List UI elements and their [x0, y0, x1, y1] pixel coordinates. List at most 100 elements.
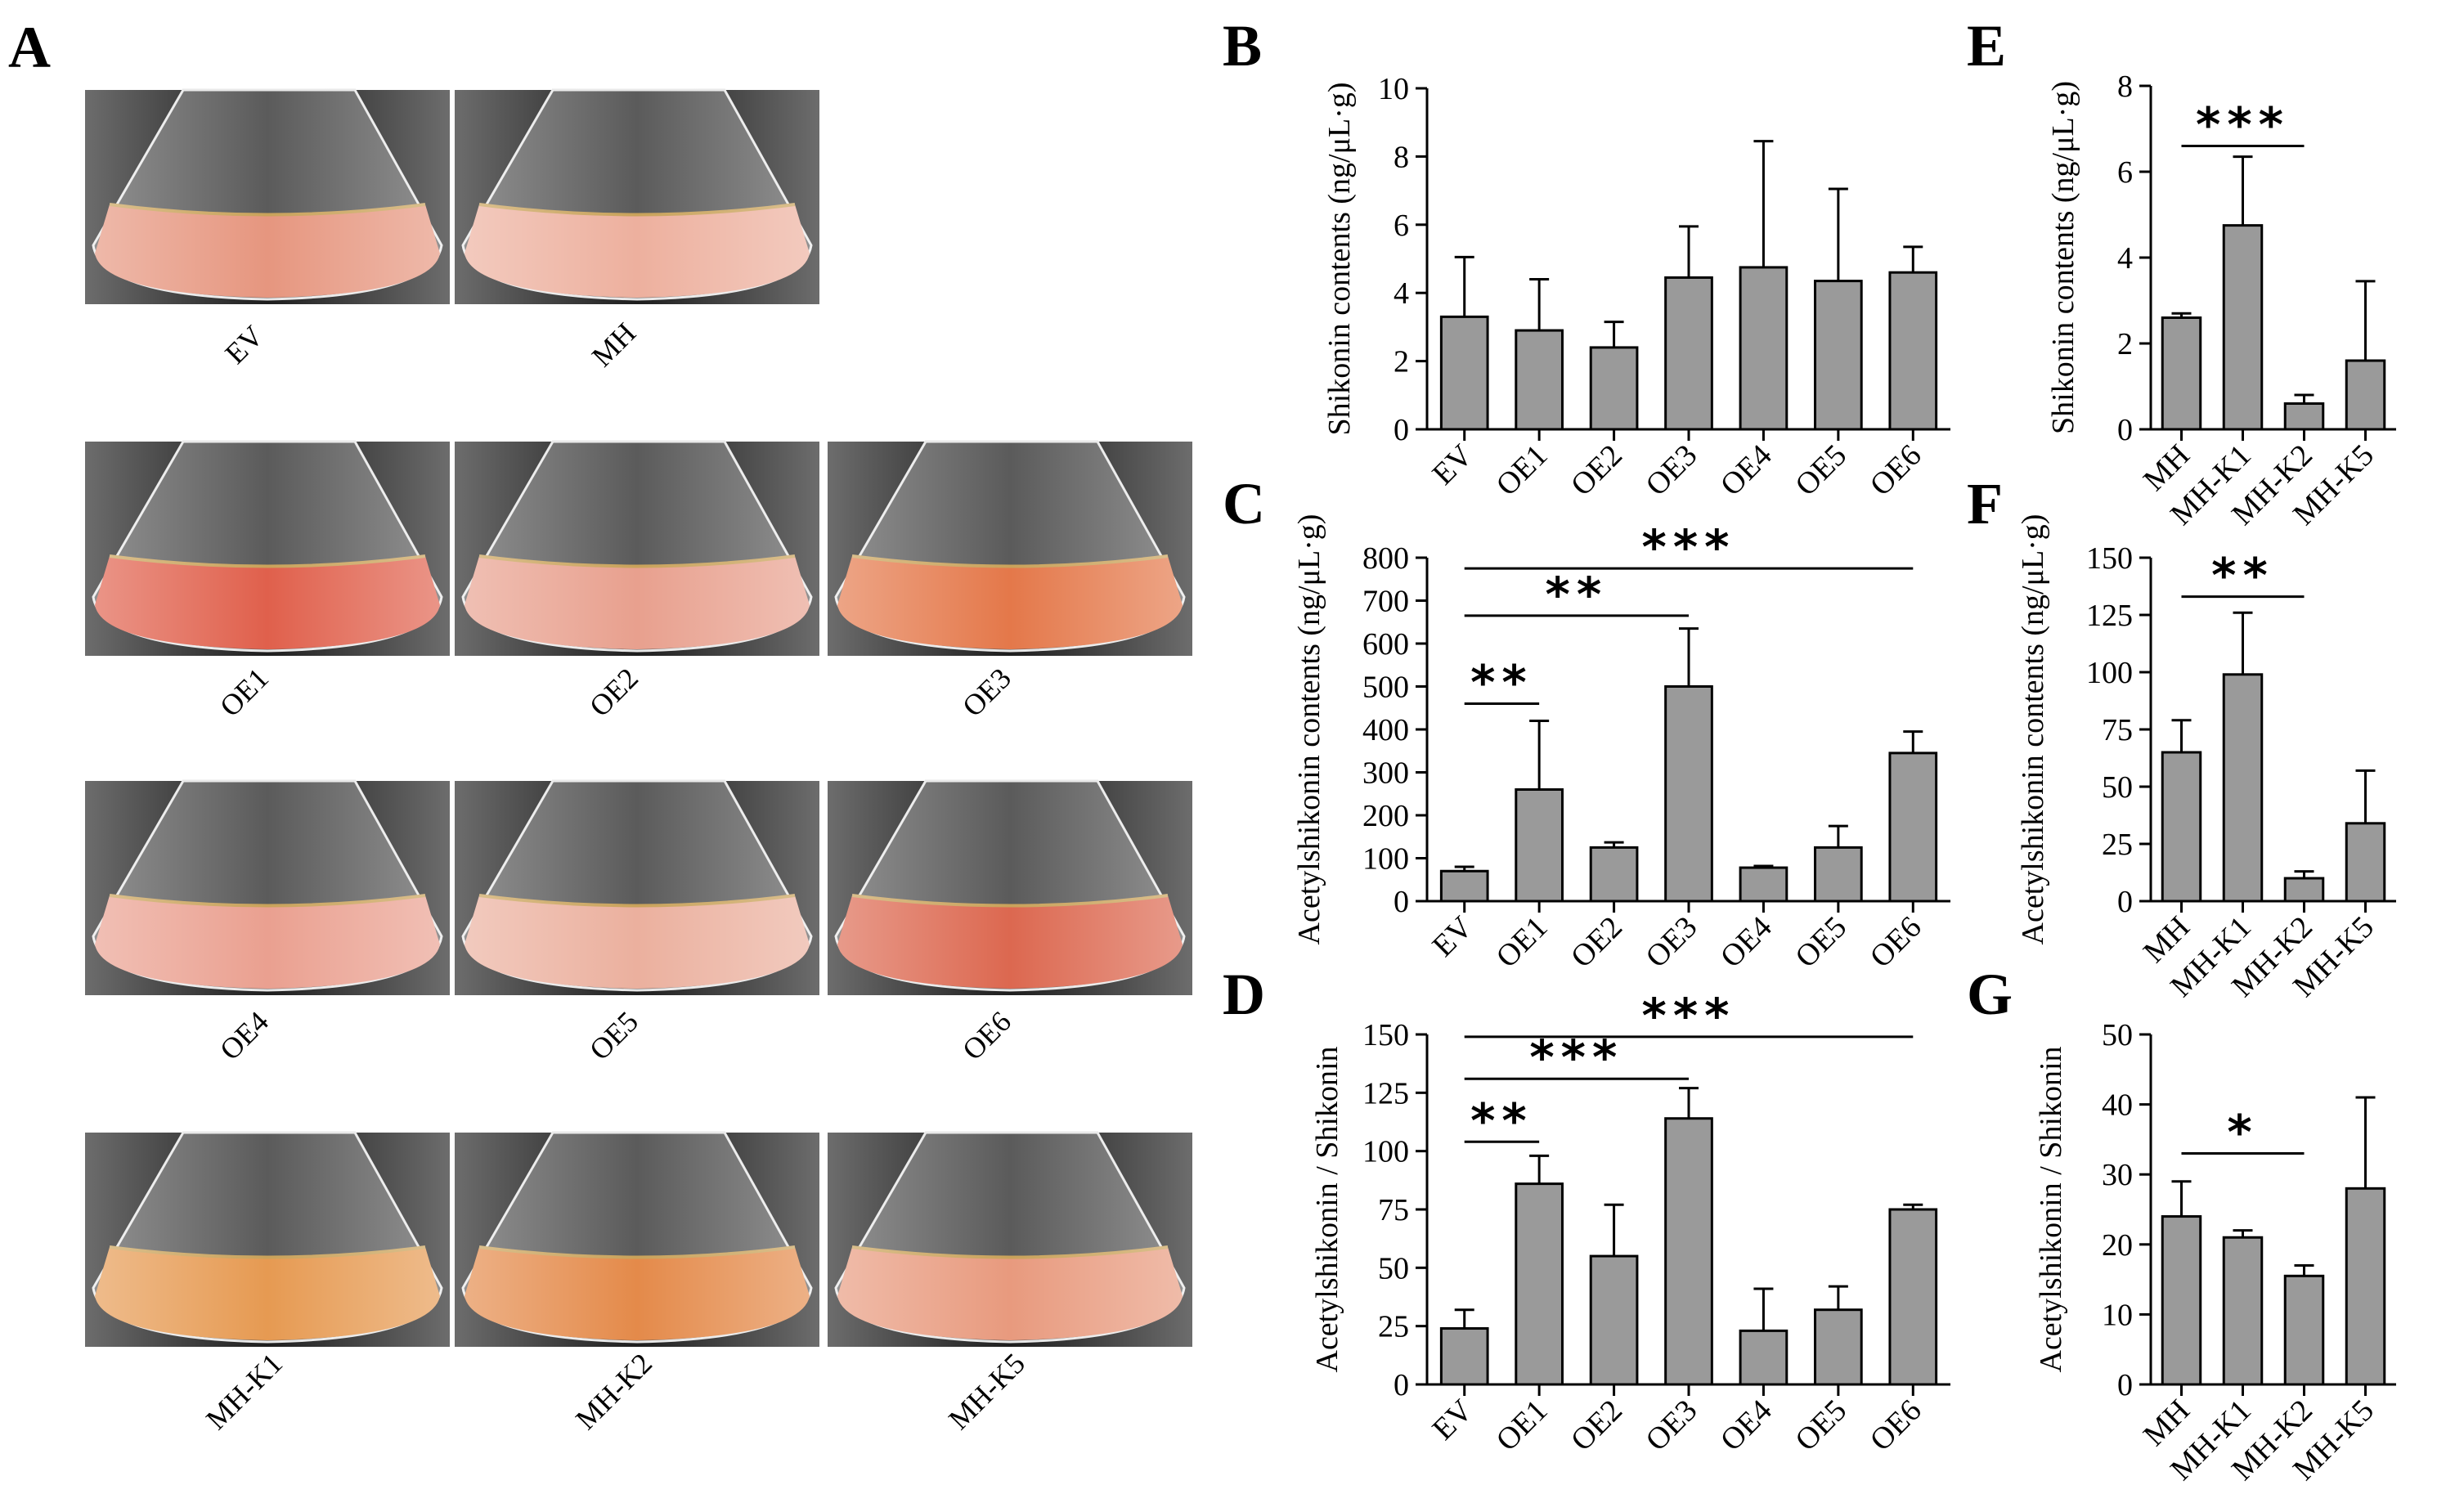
y-tick-label: 0	[1394, 413, 1409, 447]
y-tick-label: 2	[2117, 327, 2133, 361]
bar-oe3	[1664, 685, 1713, 903]
flask-photo-oe2	[455, 440, 819, 656]
flask-photo-mh-k5	[828, 1131, 1192, 1347]
bar-mh-k1	[2222, 224, 2264, 431]
chart-c: 0 100 200 300 400 500 600 700 800 Acetylshikonin …	[1292, 514, 1950, 975]
y-tick-label: 0	[2117, 413, 2133, 447]
y-tick-label: 600	[1362, 627, 1409, 662]
x-tick-label-ev: EV	[1426, 909, 1480, 963]
flask-photo-oe3	[828, 440, 1192, 656]
y-axis-title: Acetylshikonin / Shikonin	[1310, 1047, 1344, 1373]
y-tick-label: 10	[1378, 72, 1409, 106]
y-tick-label: 150	[2086, 541, 2133, 576]
bar-oe1	[1515, 788, 1564, 903]
x-tick-label-oe2: OE2	[1564, 910, 1629, 975]
y-axis-title: Acetylshikonin / Shikonin	[2034, 1047, 2068, 1373]
bar-ev	[1439, 869, 1489, 903]
bar-oe4	[1739, 866, 1789, 903]
bar-oe6	[1888, 752, 1938, 903]
flask-photo-grid: EV MH OE1 OE2 OE3 OE4 OE5 OE6 MH-K1 MH-K2 MH-K5	[85, 88, 1192, 1436]
x-tick-label-oe5: OE5	[1789, 1393, 1853, 1458]
flask-photo-mh-k2	[455, 1131, 819, 1347]
y-tick-label: 40	[2102, 1088, 2133, 1123]
x-tick-label-oe6: OE6	[1864, 438, 1928, 503]
bar-oe2	[1589, 346, 1639, 431]
y-tick-label: 6	[1394, 209, 1409, 243]
y-tick-label: 50	[2102, 770, 2133, 805]
y-tick-label: 0	[1394, 885, 1409, 919]
bar-oe2	[1589, 846, 1639, 903]
y-tick-label: 25	[1378, 1310, 1409, 1344]
bar-oe5	[1814, 1308, 1863, 1386]
y-tick-label: 50	[1378, 1251, 1409, 1285]
flask-photo-mh	[455, 88, 819, 304]
y-tick-label: 2	[1394, 345, 1409, 379]
glass-highlight	[455, 442, 819, 656]
significance-stars: **	[2211, 548, 2274, 603]
glass-highlight	[828, 781, 1192, 995]
glass-highlight	[828, 442, 1192, 656]
x-tick-label-oe4: OE4	[1714, 438, 1779, 503]
flask-label-oe1: OE1	[213, 662, 275, 723]
significance-stars: ***	[1642, 519, 1736, 575]
y-tick-label: 100	[1362, 842, 1409, 877]
glass-highlight	[455, 781, 819, 995]
bar-oe5	[1814, 280, 1863, 431]
significance-stars: ***	[2196, 97, 2290, 153]
bar-oe2	[1589, 1254, 1639, 1386]
y-tick-label: 0	[2117, 1368, 2133, 1402]
y-tick-label: 150	[1362, 1018, 1409, 1052]
bar-mh-k5	[2345, 1187, 2386, 1386]
y-tick-label: 6	[2117, 155, 2133, 190]
flask-label-mh: MH	[586, 316, 642, 373]
flask-label-oe2: OE2	[583, 662, 644, 723]
glass-highlight	[85, 1133, 450, 1347]
y-tick-label: 400	[1362, 713, 1409, 747]
y-axis-title: Acetylshikonin contents (ng/μL·g)	[1292, 514, 1326, 945]
x-tick-label-oe5: OE5	[1789, 438, 1853, 503]
bar-mh	[2161, 316, 2202, 431]
y-tick-label: 75	[2102, 713, 2133, 747]
x-tick-label-ev: EV	[1426, 437, 1480, 491]
y-tick-label: 300	[1362, 756, 1409, 791]
x-tick-label-oe2: OE2	[1564, 438, 1629, 503]
significance-stars: **	[1470, 655, 1533, 711]
flask-label-mh-k2: MH-K2	[569, 1347, 658, 1436]
panel-letter-d: D	[1223, 962, 1265, 1027]
bar-oe5	[1814, 846, 1863, 903]
flask-photo-oe6	[828, 779, 1192, 995]
y-tick-label: 10	[2102, 1298, 2133, 1332]
bar-mh-k2	[2283, 402, 2325, 431]
x-tick-label-oe3: OE3	[1639, 438, 1703, 503]
flask-label-oe5: OE5	[583, 1005, 644, 1066]
y-tick-label: 4	[1394, 276, 1409, 311]
y-tick-label: 50	[2102, 1018, 2133, 1052]
x-tick-label-oe2: OE2	[1564, 1393, 1629, 1458]
bar-oe3	[1664, 1117, 1713, 1386]
panel-letter-g: G	[1967, 962, 2013, 1027]
panel-letter-c: C	[1223, 471, 1265, 536]
x-tick-label-oe1: OE1	[1490, 1393, 1555, 1458]
bar-mh-k5	[2345, 822, 2386, 903]
bar-mh-k1	[2222, 673, 2264, 903]
y-tick-label: 30	[2102, 1158, 2133, 1192]
flask-label-mh-k1: MH-K1	[200, 1347, 289, 1436]
x-tick-label-oe1: OE1	[1490, 438, 1555, 503]
y-tick-label: 100	[1362, 1135, 1409, 1169]
glass-highlight	[85, 90, 450, 304]
y-tick-label: 25	[2102, 828, 2133, 862]
significance-stars: *	[2227, 1105, 2258, 1160]
flask-photo-oe5	[455, 779, 819, 995]
y-axis-title: Shikonin contents (ng/μL·g)	[1322, 83, 1357, 436]
x-tick-label-oe4: OE4	[1714, 910, 1779, 975]
x-tick-label-oe4: OE4	[1714, 1393, 1779, 1458]
x-tick-label-ev: EV	[1426, 1393, 1480, 1447]
y-tick-label: 8	[1394, 140, 1409, 174]
x-tick-label-oe3: OE3	[1639, 1393, 1703, 1458]
bar-oe4	[1739, 266, 1789, 431]
glass-highlight	[828, 1133, 1192, 1347]
glass-highlight	[85, 781, 450, 995]
panel-letter-a: A	[8, 15, 51, 80]
